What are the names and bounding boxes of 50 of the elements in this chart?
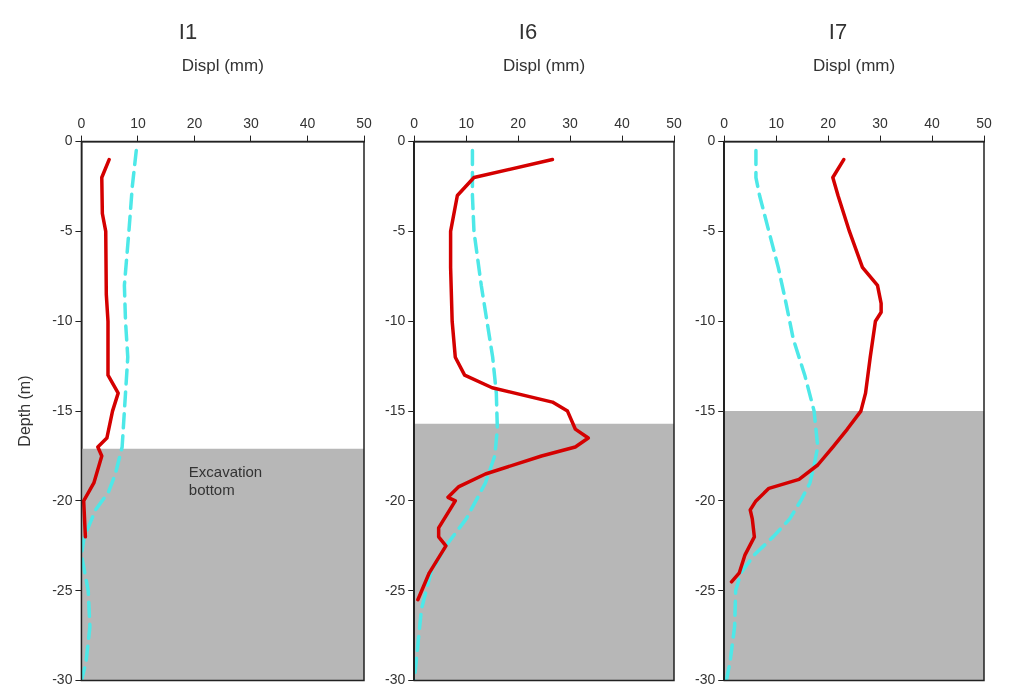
annotation: Excavation bottom [188, 462, 263, 498]
y-tick-label: -20 [695, 491, 716, 508]
y-tick-label: 0 [397, 132, 406, 149]
x-tick-label: 30 [562, 115, 579, 132]
y-tick-label: -5 [702, 222, 716, 239]
x-tick-label: 50 [356, 115, 372, 132]
x-tick-label: 0 [410, 115, 419, 132]
y-tick-label: -30 [695, 671, 716, 688]
y-tick-label: 0 [707, 132, 716, 149]
line-series [414, 148, 500, 681]
line-series [81, 148, 138, 681]
y-tick-label: -15 [385, 401, 406, 418]
y-tick-label: -5 [392, 222, 406, 239]
y-axis-title: Depth (m) [16, 375, 34, 447]
y-tick-label: -10 [385, 312, 406, 329]
x-tick-label: 10 [458, 115, 475, 132]
line-series [724, 148, 820, 681]
chart-title: I6 [518, 19, 538, 45]
y-tick-label: 0 [64, 132, 73, 149]
x-tick-label: 30 [872, 115, 889, 132]
y-tick-label: -20 [385, 491, 406, 508]
x-tick-label: 20 [186, 115, 203, 132]
x-tick-label: 30 [243, 115, 259, 132]
x-tick-label: 20 [820, 115, 837, 132]
x-tick-label: 10 [130, 115, 146, 132]
y-tick-label: -25 [695, 581, 716, 598]
y-tick-label: -25 [52, 581, 73, 598]
x-axis-title: Displ (mm) [181, 56, 264, 76]
x-tick-label: 40 [614, 115, 631, 132]
x-tick-label: 20 [510, 115, 527, 132]
x-tick-label: 50 [666, 115, 682, 132]
x-tick-label: 50 [976, 115, 992, 132]
y-tick-label: -15 [695, 401, 716, 418]
y-tick-label: -25 [385, 581, 406, 598]
y-tick-label: -30 [385, 671, 406, 688]
x-tick-label: 10 [768, 115, 785, 132]
y-tick-label: -30 [52, 671, 73, 688]
chart-title: I1 [178, 19, 198, 45]
y-tick-label: -10 [52, 312, 73, 329]
x-tick-label: 0 [720, 115, 729, 132]
y-tick-label: -15 [52, 401, 73, 418]
x-tick-label: 40 [299, 115, 316, 132]
y-tick-label: -20 [52, 491, 73, 508]
x-axis-title: Displ (mm) [503, 56, 586, 76]
y-tick-label: -5 [59, 222, 73, 239]
x-axis-title: Displ (mm) [813, 56, 896, 76]
chart-title: I7 [828, 19, 848, 45]
x-tick-label: 40 [924, 115, 941, 132]
x-tick-label: 0 [77, 115, 86, 132]
y-tick-label: -10 [695, 312, 716, 329]
